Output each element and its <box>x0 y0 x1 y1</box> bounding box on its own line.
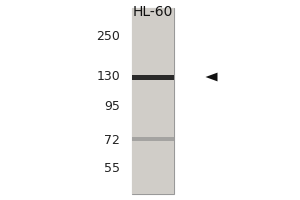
Polygon shape <box>206 73 218 81</box>
Text: 95: 95 <box>104 99 120 112</box>
Text: 72: 72 <box>104 134 120 146</box>
Bar <box>132 137 174 141</box>
Text: 55: 55 <box>104 162 120 174</box>
Text: HL-60: HL-60 <box>133 5 173 19</box>
Bar <box>132 8 174 194</box>
Bar <box>132 74 174 79</box>
Text: 130: 130 <box>96 70 120 82</box>
Bar <box>132 8 174 194</box>
Text: 250: 250 <box>96 29 120 43</box>
